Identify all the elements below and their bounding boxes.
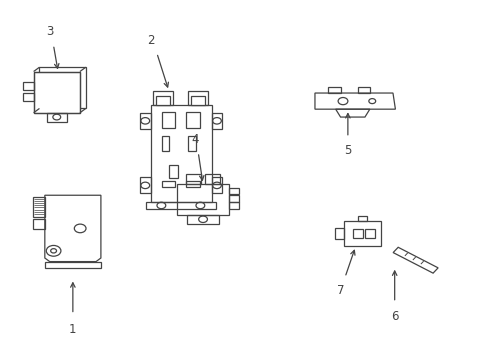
Text: 6: 6	[390, 310, 398, 323]
Text: 5: 5	[344, 144, 351, 157]
Polygon shape	[161, 136, 168, 151]
Text: 1: 1	[69, 323, 77, 337]
Polygon shape	[34, 72, 80, 113]
Text: 3: 3	[46, 25, 53, 39]
Polygon shape	[191, 96, 204, 105]
Text: 7: 7	[337, 284, 344, 297]
Polygon shape	[161, 112, 175, 128]
Polygon shape	[188, 136, 195, 151]
Polygon shape	[185, 112, 199, 128]
Text: 2: 2	[147, 34, 154, 47]
Polygon shape	[168, 165, 177, 178]
Polygon shape	[156, 96, 169, 105]
Polygon shape	[161, 181, 175, 187]
Text: 4: 4	[191, 133, 198, 146]
Polygon shape	[185, 181, 199, 187]
